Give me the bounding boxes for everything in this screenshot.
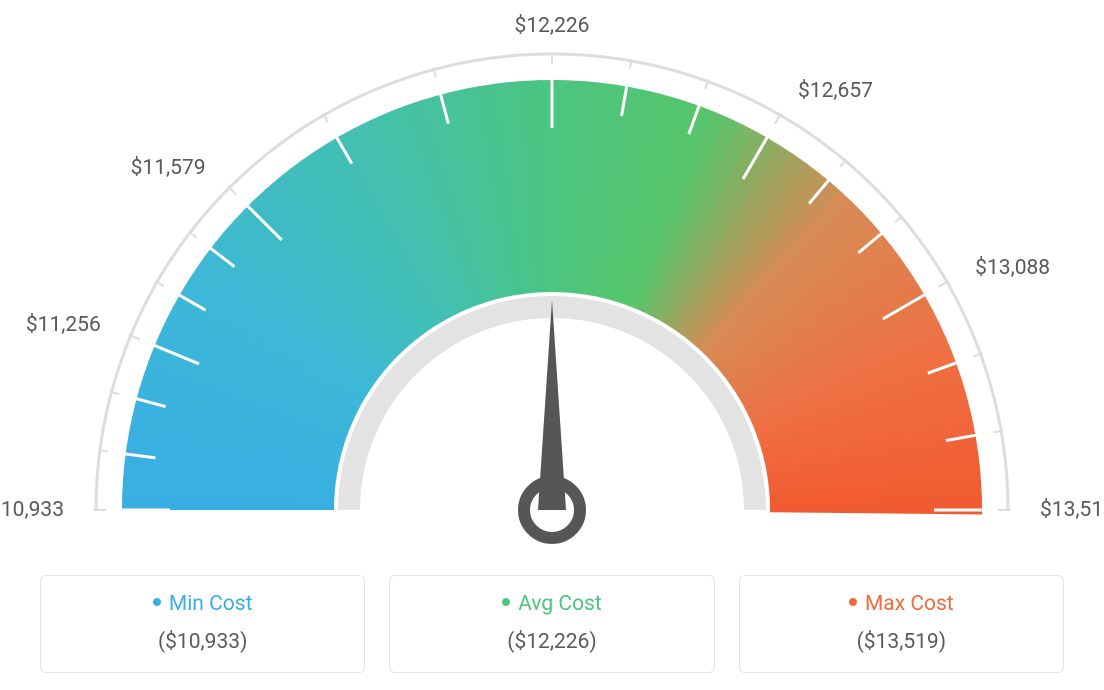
legend-max-title: Max Cost (750, 592, 1053, 616)
dot-max-icon (849, 598, 857, 606)
legend-max-label: Max Cost (865, 592, 954, 616)
gauge-tick-label: $11,579 (131, 156, 206, 180)
legend-avg-title: Avg Cost (400, 592, 703, 616)
gauge-tick-label: $12,226 (515, 14, 590, 38)
gauge-tick-label: $12,657 (798, 79, 873, 103)
legend-card-avg: Avg Cost ($12,226) (389, 575, 714, 673)
gauge-chart: $10,933 $11,256 $11,579 $12,226 $12,657 $13,0… (0, 0, 1104, 560)
legend-max-value: ($13,519) (750, 630, 1053, 654)
legend-avg-value: ($12,226) (400, 630, 703, 654)
legend-avg-label: Avg Cost (518, 592, 602, 616)
legend-row: Min Cost ($10,933) Avg Cost ($12,226) Ma… (40, 575, 1064, 673)
gauge-tick-label: $13,088 (975, 256, 1050, 280)
gauge-tick-label: $10,933 (0, 498, 64, 522)
legend-card-min: Min Cost ($10,933) (40, 575, 365, 673)
legend-min-label: Min Cost (169, 592, 253, 616)
dot-min-icon (153, 598, 161, 606)
gauge-tick-label: $13,519 (1040, 498, 1104, 522)
legend-min-value: ($10,933) (51, 630, 354, 654)
dot-avg-icon (502, 598, 510, 606)
legend-min-title: Min Cost (51, 592, 354, 616)
gauge-tick-label: $11,256 (26, 313, 101, 337)
legend-card-max: Max Cost ($13,519) (739, 575, 1064, 673)
gauge-svg (52, 10, 1052, 560)
